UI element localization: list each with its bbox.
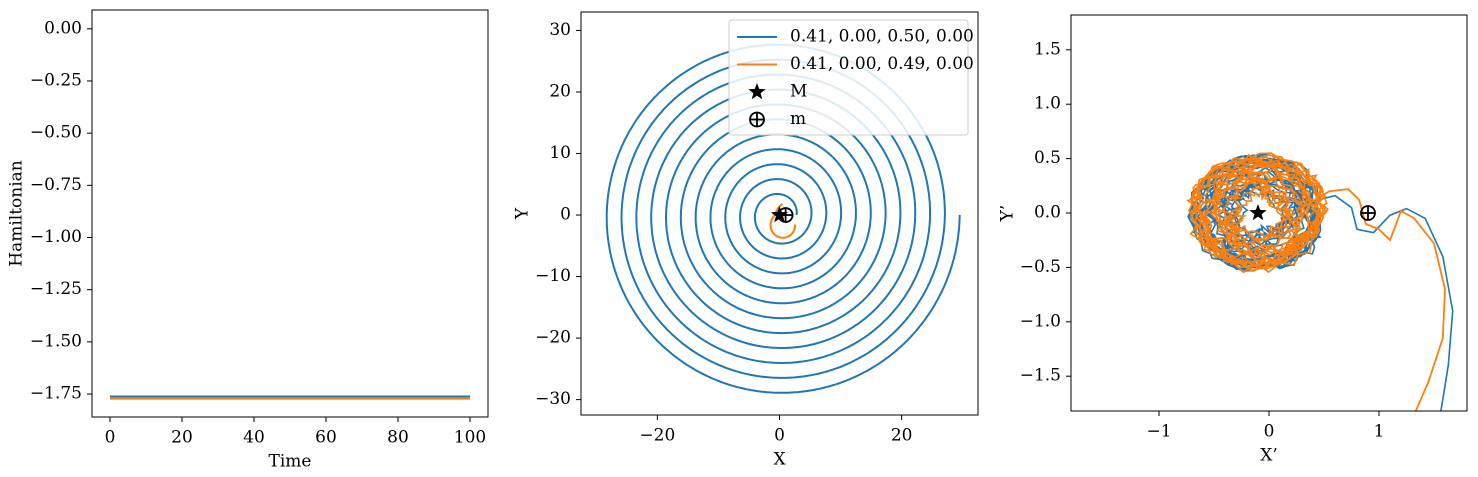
y-tick-label: −1.25 (30, 279, 82, 299)
x-tick-label: 60 (315, 428, 337, 448)
x-tick-label: −20 (639, 426, 675, 446)
series-2-tangle (1186, 152, 1329, 274)
y-tick-label: −1.5 (1020, 366, 1061, 386)
y-axis-label: Y’ (998, 205, 1018, 223)
axes-frame (91, 9, 489, 418)
x-tick-label: 1 (1374, 422, 1385, 442)
y-tick-label: 0.00 (44, 18, 82, 38)
series-2-orbit (769, 203, 797, 239)
axes-frame (580, 11, 979, 416)
plot-area (1186, 152, 1454, 411)
y-tick-label: −0.25 (30, 70, 82, 90)
hamiltonian-panel: 0 20 40 60 80 100 0.00 −0.25 −0.50 −0.75 −1.00 −1.2… (7, 9, 489, 472)
legend-label: m (790, 109, 806, 129)
y-axis-label: Y (513, 207, 533, 220)
y-tick-label: 10 (549, 143, 571, 163)
series-1-tangle (1187, 152, 1322, 272)
legend-oplus-marker (749, 111, 765, 128)
marker-m (777, 207, 794, 223)
x-tick-label: 40 (243, 428, 265, 448)
rotating-frame-panel: −1 0 1 1.5 1.0 0.5 0.0 −0.5 −1.0 −1.5 X’ Y’ (998, 14, 1468, 466)
x-tick-label: 20 (171, 428, 193, 448)
x-tick-label: −1 (1146, 422, 1171, 442)
x-axis-label: Time (269, 452, 312, 472)
y-tick-label: −20 (535, 328, 571, 348)
legend-label: M (790, 82, 807, 102)
marker-m (1360, 205, 1376, 221)
y-tick-label: 1.5 (1034, 39, 1061, 59)
series-2-escape (1296, 188, 1446, 411)
y-tick-label: −0.50 (30, 123, 82, 143)
y-tick-label: 0.0 (1034, 203, 1061, 223)
y-tick-label: 0.5 (1034, 148, 1061, 168)
y-tick-label: −0.75 (30, 175, 82, 195)
y-tick-label: 1.0 (1034, 94, 1061, 114)
y-tick-label: 0 (560, 205, 571, 225)
x-tick-label: 0 (105, 428, 116, 448)
y-tick-label: −30 (535, 389, 571, 409)
y-tick-label: −1.75 (30, 384, 82, 404)
y-tick-label: −10 (535, 266, 571, 286)
legend-label: 0.41, 0.00, 0.49, 0.00 (790, 54, 974, 74)
x-tick-label: 80 (387, 428, 409, 448)
x-tick-label: 100 (454, 428, 486, 448)
series-1-escape (1290, 194, 1454, 411)
y-tick-label: −1.50 (30, 331, 82, 351)
x-axis-label: X’ (1260, 446, 1278, 466)
y-tick-label: −0.5 (1020, 257, 1061, 277)
x-tick-label: 0 (1264, 422, 1275, 442)
y-axis-label: Hamiltonian (7, 160, 27, 267)
x-tick-label: 20 (891, 426, 913, 446)
legend-label: 0.41, 0.00, 0.50, 0.00 (790, 27, 974, 47)
xy-orbit-panel: −20 0 20 30 20 10 0 −10 −20 −30 X Y 0.41, 0.00, 0.50… (513, 11, 979, 470)
y-tick-label: 20 (549, 81, 571, 101)
legend-box (728, 19, 969, 136)
legend-star-marker (748, 83, 766, 100)
legend: 0.41, 0.00, 0.50, 0.00 0.41, 0.00, 0.49, … (728, 19, 974, 136)
x-axis-label: X (773, 450, 786, 470)
x-tick-label: 0 (774, 426, 785, 446)
y-tick-label: −1.0 (1020, 311, 1061, 331)
y-tick-label: −1.00 (30, 227, 82, 247)
axes-frame (1070, 14, 1468, 412)
marker-M (1249, 204, 1267, 221)
y-tick-label: 30 (549, 20, 571, 40)
